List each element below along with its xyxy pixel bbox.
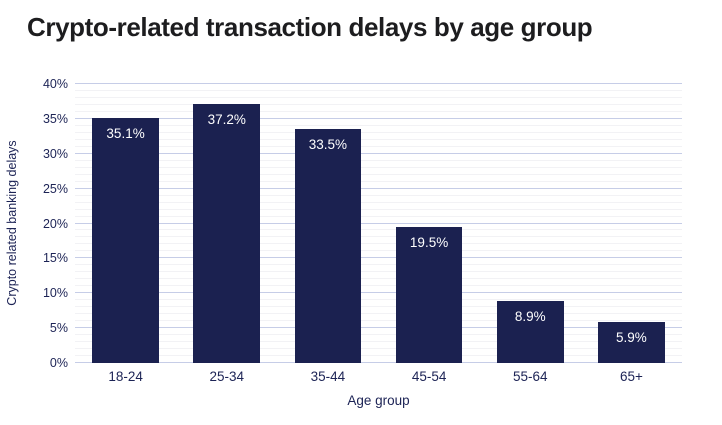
bar-65+: 5.9% [598,321,665,363]
minor-gridline [75,138,682,140]
x-tick-label: 55-64 [512,369,548,384]
minor-gridline [75,243,682,245]
minor-gridline [75,103,682,105]
major-gridline [75,187,682,189]
bar-value-label: 37.2% [207,111,246,127]
minor-gridline [75,299,682,301]
minor-gridline [75,250,682,252]
major-gridline [75,83,682,84]
y-tick-label: 0% [49,356,68,370]
y-tick-label: 20% [42,216,68,231]
minor-gridline [75,194,682,196]
bar-value-label: 19.5% [409,235,449,250]
y-tick-label: 5% [49,321,68,336]
x-tick-label: 25-34 [209,369,245,384]
major-gridline [75,327,682,329]
minor-gridline [75,278,682,280]
minor-gridline [75,173,682,175]
minor-gridline [75,341,682,343]
x-tick-label: 65+ [619,369,643,384]
minor-gridline [75,236,682,238]
y-tick-label: 40% [42,77,68,91]
minor-gridline [75,264,682,266]
major-gridline [75,257,682,259]
minor-gridline [75,215,682,217]
minor-gridline [75,96,682,98]
plot-area: 35.1% 37.2% 33.5% 19.5% 8.9% 5.9% [75,83,682,363]
minor-gridline [75,166,682,168]
x-tick-label: 45-54 [411,369,447,384]
minor-gridline [75,201,682,203]
major-gridline [75,152,682,154]
y-tick-label: 25% [42,181,68,196]
minor-gridline [75,124,682,126]
minor-gridline [75,306,682,308]
minor-gridline [75,313,682,315]
y-tick-label: 15% [42,251,68,266]
minor-gridline [75,229,682,231]
minor-gridline [75,145,682,147]
y-axis-ticks: 0% 5% 10% 15% 20% 25% 30% 35% 40% [0,77,68,370]
major-gridline [75,362,682,363]
chart-title: Crypto-related transaction delays by age… [27,12,593,42]
x-tick-label: 18-24 [108,369,143,384]
x-axis-title: Age group [347,393,410,408]
bar-45-54: 19.5% [395,227,463,363]
minor-gridline [75,131,682,133]
minor-gridline [75,355,682,357]
bar-value-label: 5.9% [616,329,647,345]
bar-35-44: 33.5% [294,129,362,363]
y-tick-label: 30% [42,146,68,161]
bar-18-24: 35.1% [92,118,159,363]
minor-gridline [75,271,682,273]
minor-gridline [75,334,682,336]
major-gridline [75,292,682,294]
minor-gridline [75,110,682,112]
bar-55-64: 8.9% [496,300,564,363]
x-axis-ticks: 18-24 25-34 35-44 45-54 55-64 65+ [75,369,682,387]
minor-gridline [75,208,682,210]
bar-value-label: 8.9% [514,308,546,324]
bar-value-label: 33.5% [308,137,348,153]
bar-value-label: 35.1% [106,126,145,142]
bar-25-34: 37.2% [193,103,261,363]
major-gridline [75,222,682,224]
minor-gridline [75,89,682,91]
minor-gridline [75,180,682,182]
minor-gridline [75,159,682,161]
minor-gridline [75,348,682,350]
y-tick-label: 10% [42,286,68,301]
y-tick-label: 35% [42,111,68,126]
minor-gridline [75,320,682,322]
x-tick-label: 35-44 [310,369,346,384]
major-gridline [75,117,682,119]
minor-gridline [75,285,682,287]
